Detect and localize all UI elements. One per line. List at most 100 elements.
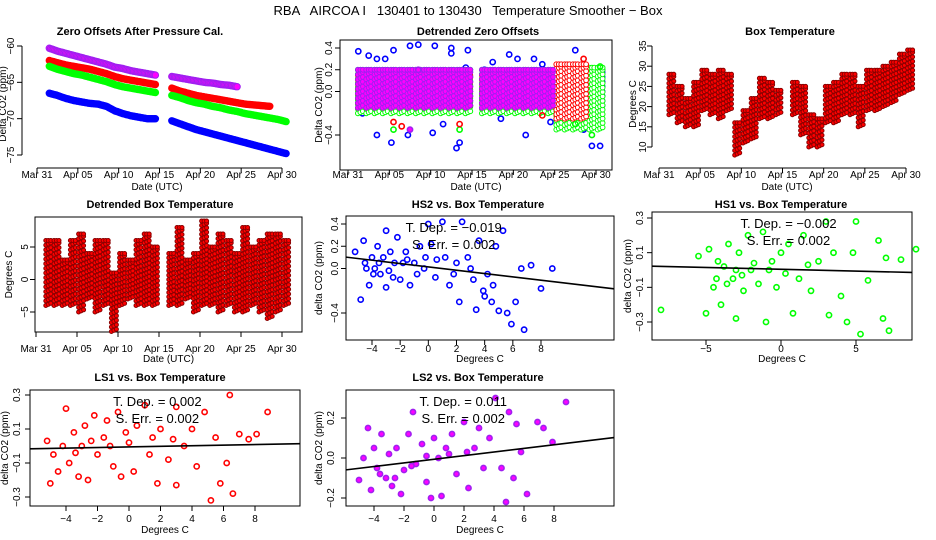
y-axis-label: Delta CO2 (ppm) [314,67,325,143]
x-tick-label: Apr 10 [103,344,133,355]
data-point [514,55,521,63]
data-point [538,112,546,119]
data-point [398,122,406,130]
data-point [56,245,62,251]
data-point [583,91,589,97]
data-point [56,254,62,260]
data-point [56,249,62,255]
data-point [547,118,554,126]
data-point [819,132,825,138]
data-point [282,149,290,158]
data-point [373,131,381,139]
x-axis-label: Date (UTC) [450,182,501,193]
x-tick-label: Apr 20 [809,170,839,181]
data-point [550,83,556,90]
data-point [737,150,743,156]
data-point [679,83,685,89]
data-point [860,113,866,119]
x-tick-label: Apr 30 [267,170,297,181]
data-point [404,131,412,139]
x-tick-label: Apr 30 [581,170,611,181]
data-point [467,88,474,95]
data-point [467,93,474,99]
data-point [729,106,734,111]
x-tick-label: Apr 10 [416,170,446,181]
data-point [282,117,290,126]
y-axis-label: Delta CO2 (ppm) [0,66,9,142]
data-point [803,90,809,96]
x-tick-label: Apr 05 [375,170,405,181]
data-point [467,78,474,85]
x-tick-label: Apr 25 [226,344,256,355]
x-tick-label: Apr 30 [267,344,297,355]
data-point [365,52,373,59]
data-point [467,74,474,80]
data-point [151,88,160,97]
data-point [910,85,916,91]
data-point [467,66,474,73]
x-tick-label: Apr 25 [850,170,880,181]
data-point [910,76,916,82]
data-point [836,118,841,124]
data-point [893,97,899,103]
data-point [910,81,916,87]
x-tick-label: Apr 20 [186,170,216,181]
x-tick-label: Mar 31 [20,344,52,355]
data-point [588,142,596,150]
data-point [852,78,858,84]
data-point [81,243,87,249]
data-point [819,123,825,129]
y-axis-label: Degrees C [628,80,639,128]
data-point [550,78,556,85]
series [45,62,290,126]
data-point [704,67,710,73]
x-tick-label: Mar 31 [21,170,53,181]
data-point [381,55,389,63]
data-point [696,122,701,128]
data-point [414,41,422,49]
data-point [266,102,274,111]
series [45,44,241,91]
data-point [729,96,734,102]
data-point [753,134,759,140]
y-tick-label: 0.0 [324,84,335,98]
data-point [453,144,460,152]
y-tick-label: 0 [20,276,31,282]
x-axis-label: Date (UTC) [761,182,812,193]
y-tick-label: −5 [20,306,31,318]
x-axis-label: Date (UTC) [131,182,182,193]
data-point [819,137,825,143]
data-point [778,87,784,93]
x-tick-label: Apr 30 [891,170,921,181]
data-point [720,114,726,120]
data-point [390,46,397,54]
data-point [910,58,916,64]
data-point [729,92,734,98]
data-point [794,79,800,85]
plot-marks [43,218,292,334]
y-tick-label: 20 [638,101,649,113]
data-point [583,61,589,68]
data-point [910,72,916,78]
y-tick-label: 0.2 [324,62,335,76]
data-point [778,100,784,106]
data-point [390,126,397,134]
data-point [81,238,87,244]
series [45,56,274,111]
y-tick-label: 35 [638,40,649,52]
y-tick-label: 0.4 [324,41,335,55]
data-point [860,117,866,123]
data-point [456,120,463,128]
data-point [151,115,160,123]
data-point [81,231,87,237]
y-tick-label: 5 [20,244,31,250]
x-tick-label: Apr 15 [768,170,798,181]
y-tick-label: 15 [638,121,649,133]
data-point [729,101,734,107]
data-point [729,71,734,77]
data-point [81,247,87,253]
data-point [583,109,589,115]
data-point [770,79,776,85]
